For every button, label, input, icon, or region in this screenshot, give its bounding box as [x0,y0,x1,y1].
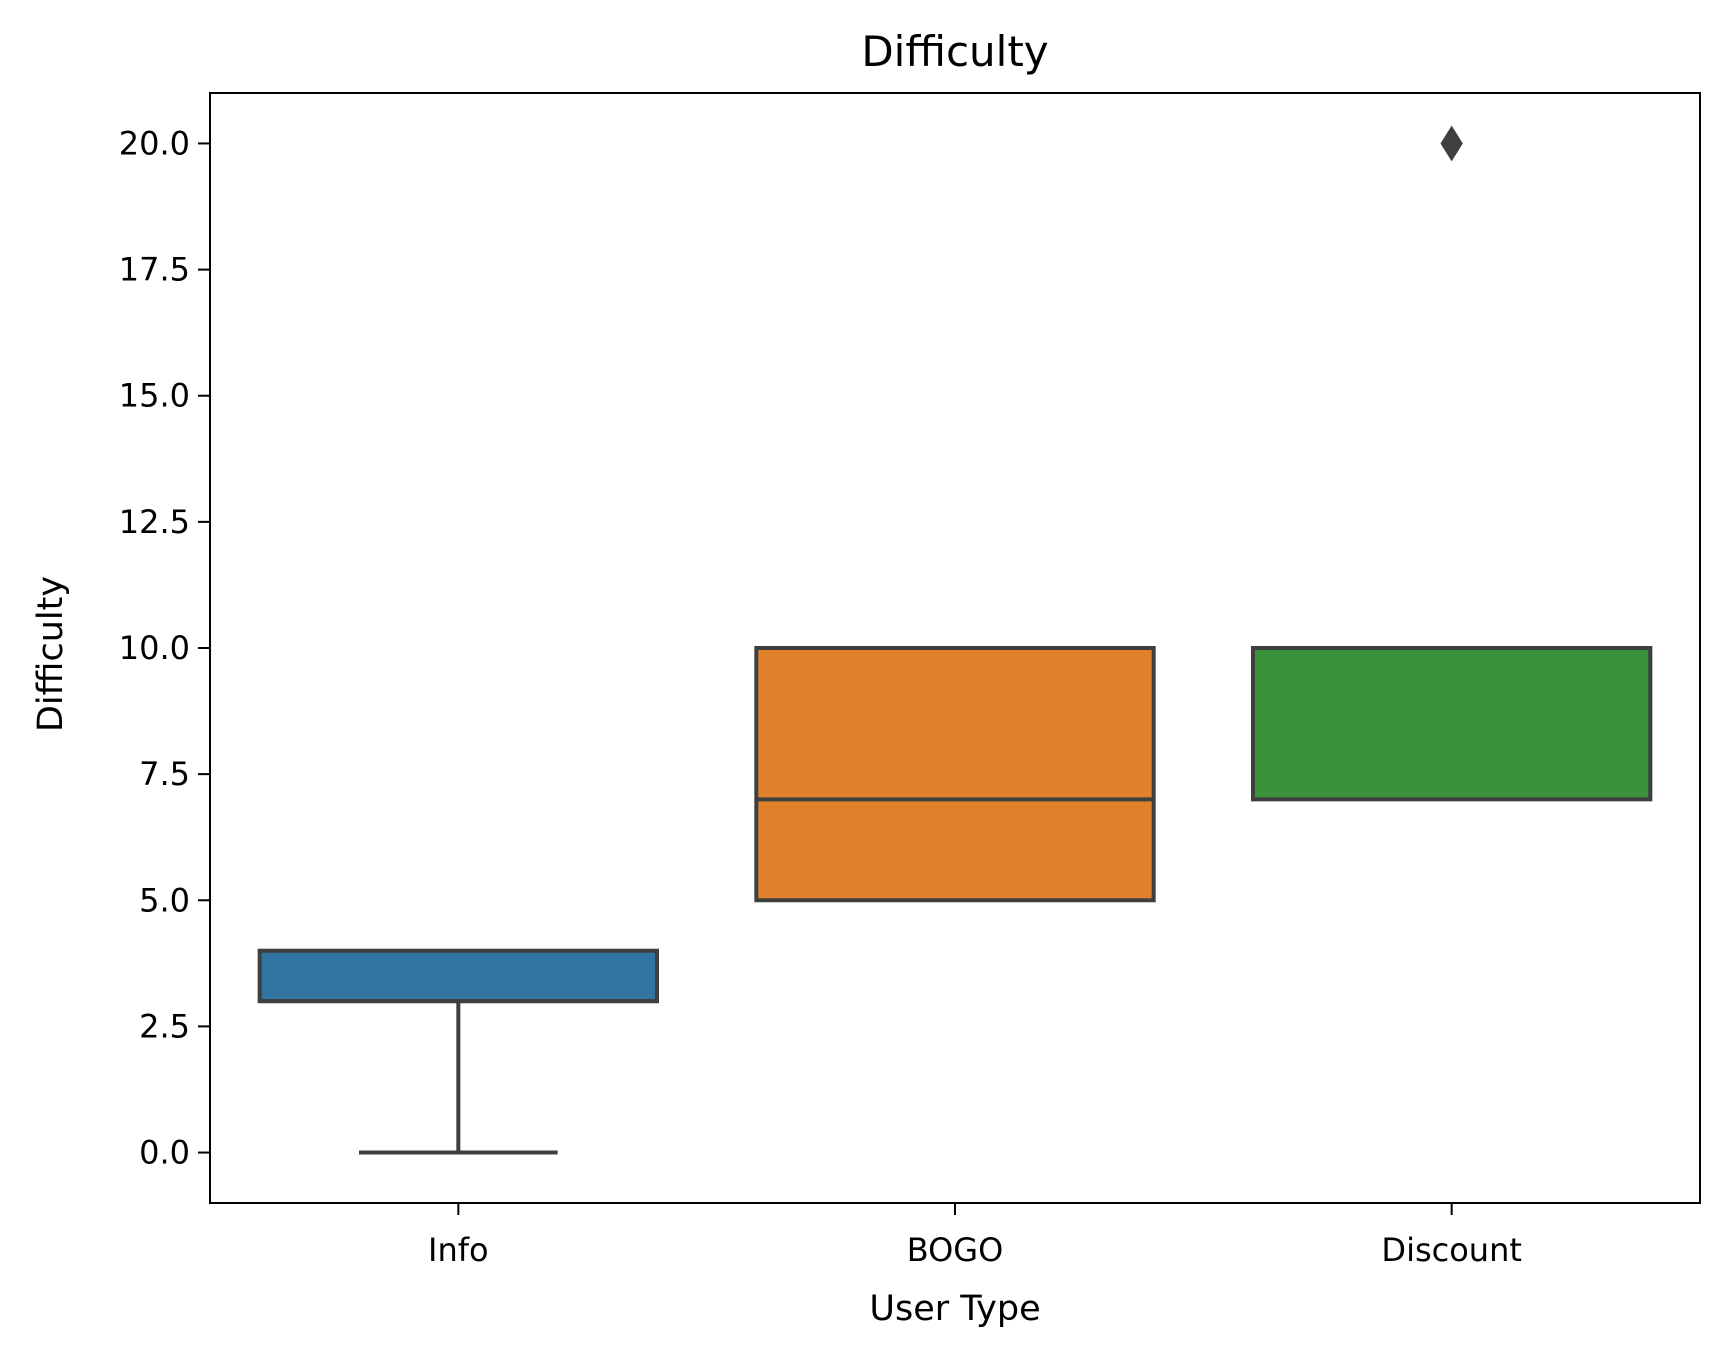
x-axis: Info BOGO Discount [428,1203,1522,1269]
box-iqr [1251,646,1653,802]
y-axis-label: Difficulty [31,576,71,732]
x-tick-label: Discount [1381,1231,1521,1269]
y-tick-label: 10.0 [119,629,190,667]
x-tick-label: Info [428,1231,489,1269]
box-info [257,948,659,1155]
box-bogo [754,646,1156,903]
y-tick-label: 0.0 [139,1134,190,1172]
y-axis: 0.0 2.5 5.0 7.5 10.0 12.5 15.0 17.5 20.0 [119,124,210,1172]
plot-area [257,125,1653,1155]
y-tick-label: 20.0 [119,124,190,162]
y-tick-label: 7.5 [139,755,190,793]
y-tick-label: 12.5 [119,503,190,541]
x-tick-label: BOGO [907,1231,1004,1269]
y-tick-label: 2.5 [139,1007,190,1045]
x-axis-label: User Type [869,1289,1040,1329]
y-tick-label: 15.0 [119,377,190,415]
box-iqr [754,646,1156,903]
box-discount [1251,125,1653,802]
y-tick-label: 17.5 [119,251,190,289]
outlier-point [1440,125,1463,162]
box-iqr [257,948,659,1004]
chart-title: Difficulty [861,27,1048,76]
y-tick-label: 5.0 [139,881,190,919]
